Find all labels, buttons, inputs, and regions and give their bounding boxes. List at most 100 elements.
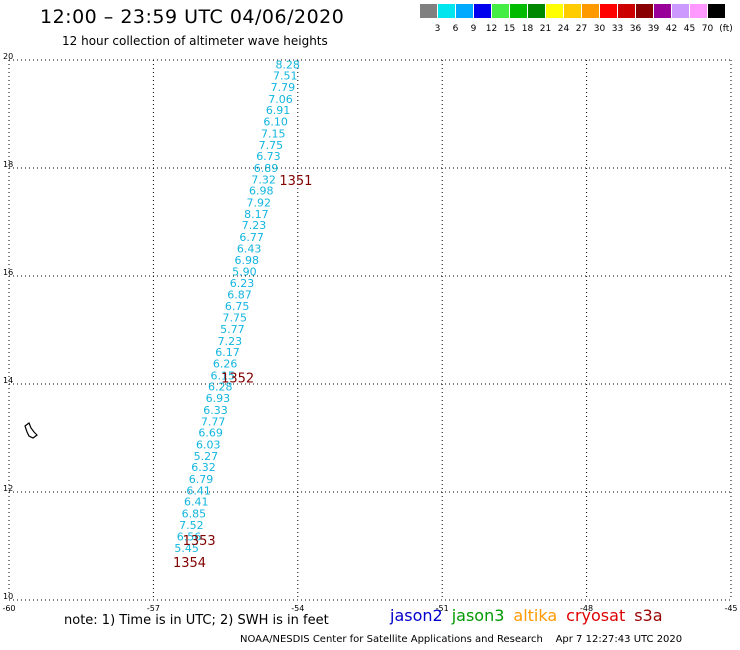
scale-unit: (ft) (719, 24, 733, 34)
lat-tick-label: 20 (3, 52, 13, 61)
lat-tick-label: 14 (3, 376, 13, 385)
wave-height-value: 7.23 (242, 219, 267, 232)
wave-height-value: 6.98 (249, 185, 274, 198)
map-subtitle: 12 hour collection of altimeter wave hei… (62, 34, 328, 48)
scale-swatch (582, 4, 599, 18)
wave-height-value: 5.90 (232, 266, 257, 279)
satellite-altika: altika (513, 606, 558, 625)
lon-tick-label: -57 (147, 604, 160, 613)
wave-height-value: 6.43 (237, 242, 262, 255)
lon-tick-label: -51 (436, 604, 449, 613)
generated-timestamp: Apr 7 12:27:43 UTC 2020 (555, 634, 683, 645)
wave-height-value: 8.17 (244, 208, 269, 221)
lon-tick-label: -45 (724, 604, 737, 613)
scale-swatch (528, 4, 545, 18)
wave-height-value: 6.10 (263, 116, 288, 129)
wave-height-value: 7.52 (179, 519, 204, 532)
wave-height-value: 7.23 (218, 335, 243, 348)
scale-swatch (456, 4, 473, 18)
scale-swatch (708, 4, 725, 18)
graticule (8, 59, 732, 601)
wave-height-value: 6.85 (182, 508, 207, 521)
wave-height-value: 6.89 (254, 162, 279, 175)
wave-height-value: 6.23 (230, 277, 255, 290)
wave-height-value: 6.91 (266, 104, 291, 117)
wave-height-value: 7.51 (273, 70, 298, 83)
wave-height-value: 7.32 (251, 173, 276, 186)
wave-height-value: 6.98 (235, 254, 260, 267)
wave-height-value: 6.41 (186, 484, 211, 497)
wave-height-value: 7.79 (271, 81, 296, 94)
lat-tick-label: 10 (3, 592, 13, 601)
scale-swatch (600, 4, 617, 18)
wave-height-value: 7.92 (247, 197, 272, 210)
scale-label: 15 (503, 24, 516, 34)
scale-swatch (510, 4, 527, 18)
wave-height-value: 6.15 (210, 369, 235, 382)
scale-swatch (654, 4, 671, 18)
satellite-cryosat: cryosat (566, 606, 626, 625)
scale-swatch (690, 4, 707, 18)
satellite-legend: jason2 jason3 altika cryosat s3a (390, 606, 672, 625)
scale-swatch (636, 4, 653, 18)
island-outline (24, 422, 38, 439)
wave-height-value: 6.56 (177, 530, 202, 543)
scale-label: 42 (665, 24, 678, 34)
lat-tick-label: 16 (3, 268, 13, 277)
scale-label: 9 (470, 24, 477, 34)
wave-height-value: 6.75 (225, 300, 250, 313)
pass-number: 1354 (173, 556, 206, 571)
wave-height-value: 6.41 (184, 496, 209, 509)
wave-height-value: 6.77 (239, 231, 264, 244)
scale-swatch (438, 4, 455, 18)
wave-height-value: 7.15 (261, 127, 286, 140)
scale-label: 24 (557, 24, 570, 34)
scale-swatch (420, 4, 437, 18)
axis-tick-labels: -60 -57 -54 -51 -48 -45 10 12 14 16 18 20 (2, 52, 737, 613)
scale-swatch (492, 4, 509, 18)
wave-height-value: 7.75 (259, 139, 284, 152)
scale-label: 39 (647, 24, 660, 34)
footer-note: note: 1) Time is in UTC; 2) SWH is in fe… (64, 613, 329, 628)
scale-swatch (474, 4, 491, 18)
wave-height-value: 5.27 (194, 450, 219, 463)
wave-height-value: 6.73 (256, 150, 281, 163)
scale-swatch (618, 4, 635, 18)
scale-swatch (546, 4, 563, 18)
wave-height-value: 6.03 (196, 438, 221, 451)
wave-height-value: 6.33 (203, 404, 228, 417)
satellite-jason3: jason3 (451, 606, 505, 625)
wave-height-value: 6.93 (206, 392, 231, 405)
wave-height-value: 6.79 (189, 473, 214, 486)
lon-tick-label: -60 (2, 604, 15, 613)
lon-tick-label: -54 (291, 604, 304, 613)
wave-height-value: 7.77 (201, 415, 226, 428)
credit-text: NOAA/NESDIS Center for Satellite Applica… (240, 634, 543, 645)
wave-height-value: 6.28 (208, 381, 233, 394)
wave-height-value: 7.06 (268, 93, 293, 106)
scale-swatch (564, 4, 581, 18)
scale-label: 27 (575, 24, 588, 34)
wave-height-values: 8.287.517.797.066.916.107.157.756.736.89… (174, 58, 300, 555)
wave-height-value: 6.32 (191, 461, 216, 474)
scale-label: 6 (452, 24, 459, 34)
lat-tick-label: 18 (3, 160, 13, 169)
pass-number: 1351 (279, 174, 312, 189)
wave-height-value: 8.28 (275, 58, 300, 71)
scale-label: 30 (593, 24, 606, 34)
lat-tick-label: 12 (3, 484, 13, 493)
scale-label: 12 (485, 24, 498, 34)
wave-height-value: 6.17 (215, 346, 240, 359)
scale-label: 21 (539, 24, 552, 34)
wave-height-value: 5.45 (174, 542, 199, 555)
credit-line: NOAA/NESDIS Center for Satellite Applica… (240, 634, 682, 645)
scale-label: 18 (521, 24, 534, 34)
scale-label: 70 (701, 24, 714, 34)
pass-number-labels: 1351 1352 1353 1354 (173, 174, 312, 571)
scale-label: 36 (629, 24, 642, 34)
wave-height-value: 6.26 (213, 357, 238, 370)
satellite-jason2: jason2 (390, 606, 443, 625)
satellite-s3a: s3a (634, 606, 663, 625)
lon-tick-label: -48 (580, 604, 593, 613)
scale-label: 3 (434, 24, 441, 34)
